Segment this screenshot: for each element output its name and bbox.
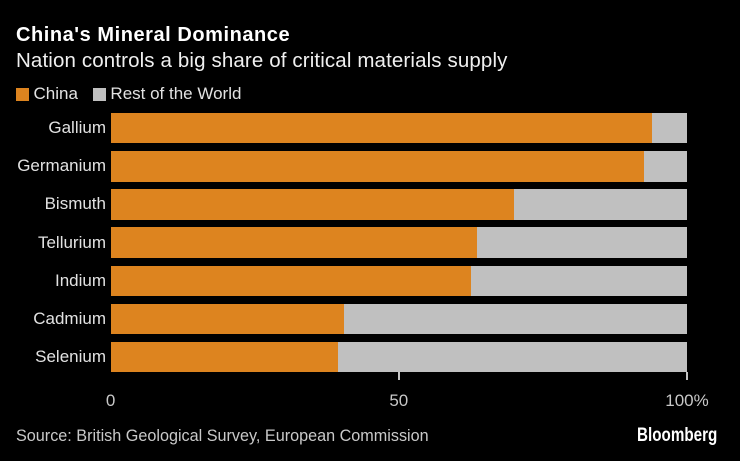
chart-row-indium: Indium <box>0 265 740 296</box>
bar-track <box>110 189 687 220</box>
bar-segment-rest-of-the-world <box>514 189 687 220</box>
legend-swatch-icon <box>16 87 29 101</box>
legend-label: Rest of the World <box>110 84 242 103</box>
axis-tick <box>397 372 400 381</box>
legend-swatch-icon <box>92 87 106 101</box>
category-label: Selenium <box>35 347 106 367</box>
category-label: Cadmium <box>33 308 106 328</box>
bar-segment-china <box>110 303 345 335</box>
bar-segment-china <box>110 113 653 144</box>
chart-title: China's Mineral Dominance <box>16 24 291 46</box>
legend-item-rest-of-the-world: Rest of the World <box>92 84 242 104</box>
bar-track <box>110 227 687 258</box>
chart-row-tellurium: Tellurium <box>0 227 740 258</box>
category-label: Tellurium <box>37 232 106 252</box>
bar-segment-rest-of-the-world <box>643 151 687 182</box>
chart-legend: China Rest of the World <box>16 84 256 104</box>
chart-row-selenium: Selenium <box>0 341 740 373</box>
axis-label-100: 100% <box>665 390 709 410</box>
chart-row-germanium: Germanium <box>0 151 740 182</box>
category-label: Germanium <box>17 156 106 176</box>
bar-track <box>110 151 687 182</box>
bar-segment-rest-of-the-world <box>652 113 687 144</box>
bar-segment-china <box>110 151 644 182</box>
chart-subtitle: Nation controls a big share of critical … <box>16 48 508 72</box>
category-label: Indium <box>54 270 106 290</box>
bar-segment-china <box>110 189 515 220</box>
source-note: Source: British Geological Survey, Europ… <box>16 427 429 445</box>
bar-segment-china <box>110 227 477 258</box>
bloomberg-logo: Bloomberg <box>636 425 717 446</box>
legend-item-china: China <box>16 84 78 104</box>
bar-track <box>110 341 687 373</box>
chart-row-bismuth: Bismuth <box>0 189 740 220</box>
chart-row-cadmium: Cadmium <box>0 303 740 335</box>
bar-track <box>110 265 687 296</box>
bar-segment-rest-of-the-world <box>338 341 687 373</box>
bar-track <box>110 113 687 144</box>
axis-label-50: 50 <box>389 390 409 410</box>
bar-segment-rest-of-the-world <box>344 303 687 335</box>
bar-segment-china <box>110 265 471 296</box>
bar-segment-rest-of-the-world <box>476 227 687 258</box>
bar-segment-rest-of-the-world <box>470 265 687 296</box>
bar-segment-china <box>110 341 339 373</box>
category-label: Bismuth <box>44 194 106 214</box>
legend-label: China <box>33 84 78 103</box>
axis-tick <box>686 372 688 381</box>
bar-track <box>110 303 687 335</box>
axis-label-0: 0 <box>105 390 116 410</box>
category-label: Gallium <box>48 118 106 138</box>
chart-row-gallium: Gallium <box>0 113 740 144</box>
